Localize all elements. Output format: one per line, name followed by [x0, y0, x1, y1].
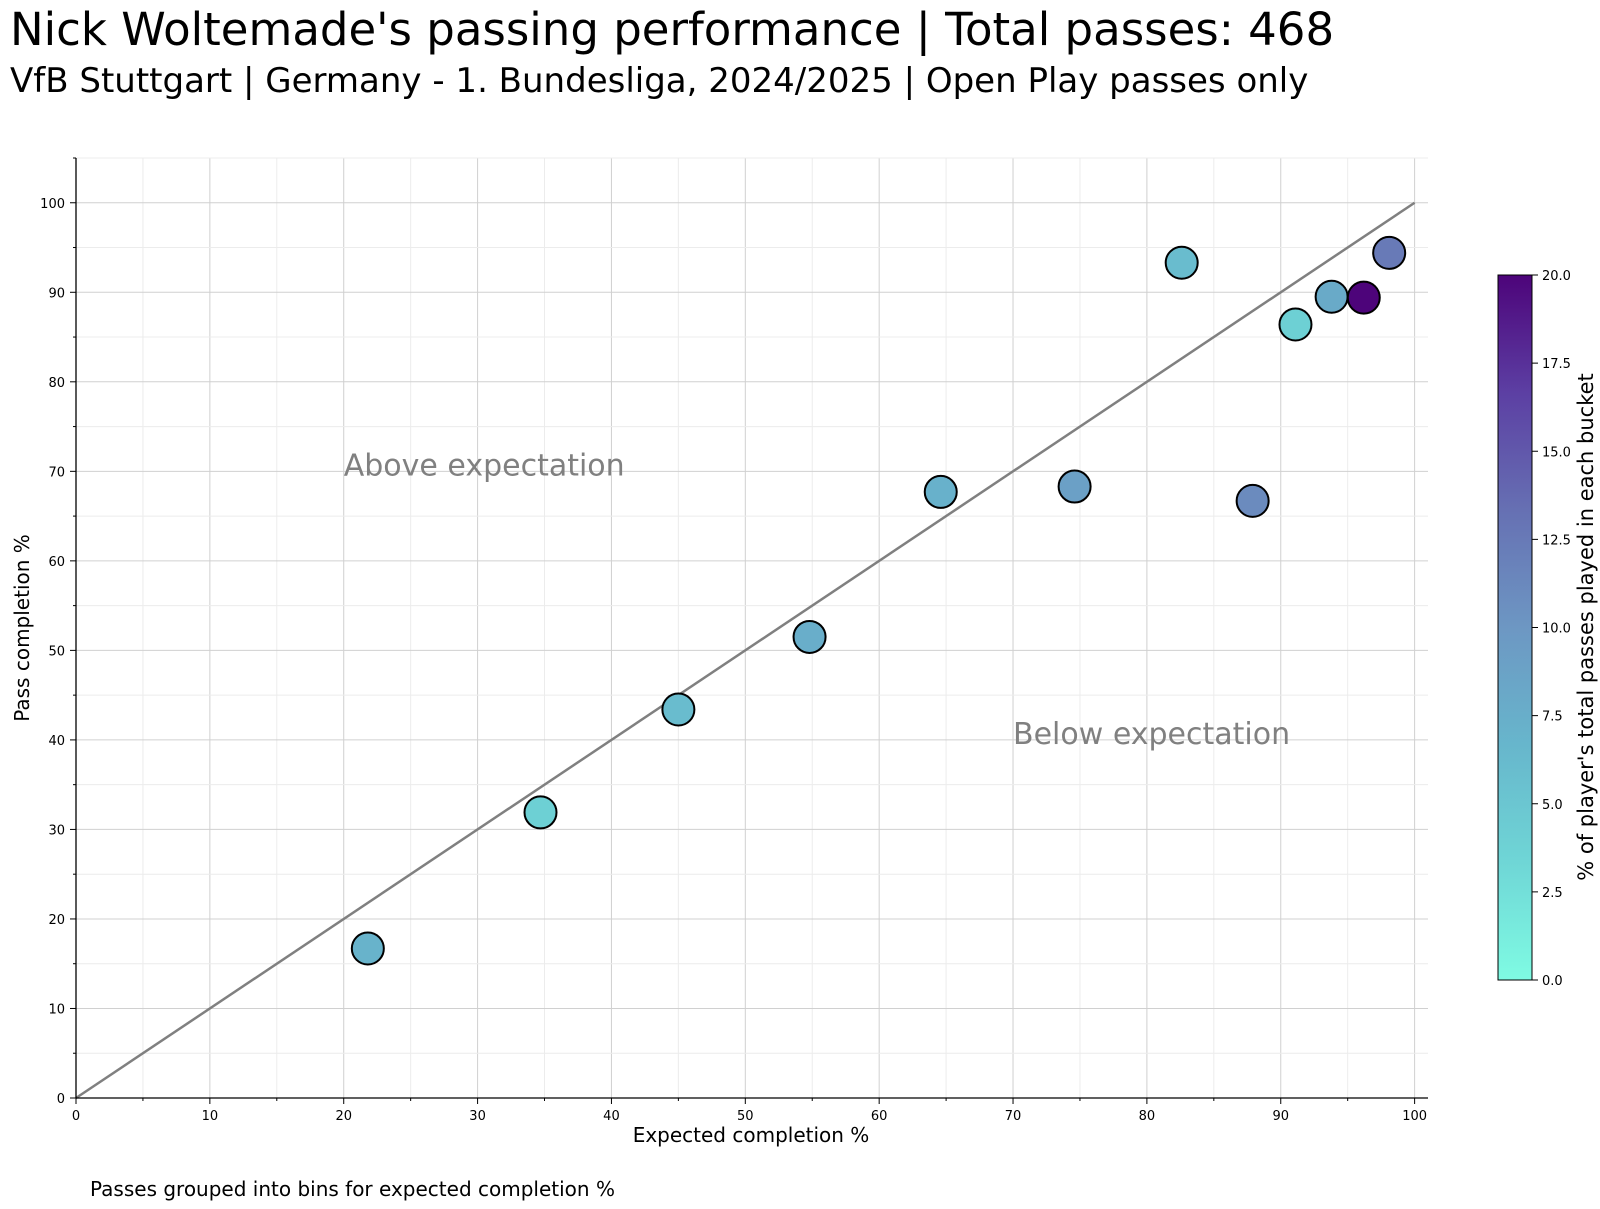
chart-title: Nick Woltemade's passing performance | T…	[10, 3, 1335, 56]
y-tick-label: 30	[48, 823, 65, 838]
y-tick-label: 10	[48, 1002, 65, 1017]
data-point	[1164, 245, 1199, 280]
x-tick-label: 0	[72, 1109, 80, 1124]
data-point	[523, 795, 558, 830]
x-tick-label: 40	[603, 1109, 620, 1124]
chart-footnote: Passes grouped into bins for expected co…	[90, 1177, 615, 1201]
data-point	[792, 619, 827, 654]
x-tick-label: 90	[1272, 1109, 1289, 1124]
axes: 0 10 20 30 40 50 60 70 80 90 100 0 10 20 30 40 50 60 70 80 9…	[40, 157, 1428, 1124]
annotation-label: Below expectation	[1013, 717, 1290, 752]
y-tick-label: 40	[48, 734, 65, 749]
data-point	[1057, 469, 1092, 504]
x-tick-label: 30	[469, 1109, 486, 1124]
x-tick-label: 100	[1402, 1109, 1427, 1124]
colorbar-tick-label: 17.5	[1542, 357, 1571, 372]
expectation-reference-line	[75, 201, 1416, 1100]
y-tick-label: 90	[48, 286, 65, 301]
x-axis-label: Expected completion %	[633, 1123, 870, 1147]
colorbar-label: % of player's total passes played in eac…	[1574, 373, 1598, 881]
colorbar-gradient	[1497, 274, 1533, 981]
x-tick-label: 10	[202, 1109, 219, 1124]
data-point	[661, 692, 696, 727]
data-point	[1346, 280, 1381, 315]
x-tick-label: 20	[335, 1109, 352, 1124]
colorbar-tick-label: 10.0	[1542, 622, 1571, 637]
x-tick-label: 50	[737, 1109, 754, 1124]
y-tick-label: 0	[57, 1092, 65, 1107]
grid	[75, 157, 1428, 1099]
colorbar: 0.0 2.5 5.0 7.5 10.0 12.5 15.0 17.5 20.0 % of pl…	[1497, 269, 1598, 989]
data-point	[923, 474, 958, 509]
data-point	[1372, 235, 1407, 270]
colorbar-tick-label: 15.0	[1542, 445, 1571, 460]
y-tick-label: 80	[48, 376, 65, 391]
data-point	[1235, 483, 1270, 518]
y-tick-label: 50	[48, 644, 65, 659]
annotation-label: Above expectation	[344, 448, 625, 483]
x-tick-label: 80	[1139, 1109, 1156, 1124]
colorbar-tick-label: 5.0	[1542, 798, 1563, 813]
data-point	[1314, 279, 1349, 314]
x-tick-label: 60	[871, 1109, 888, 1124]
colorbar-tick-label: 20.0	[1542, 269, 1571, 284]
y-axis-label: Pass completion %	[10, 534, 34, 722]
annotations: Above expectation Below expectation	[344, 448, 1290, 752]
y-tick-label: 60	[48, 555, 65, 570]
data-points	[350, 235, 1407, 966]
colorbar-tick-label: 12.5	[1542, 533, 1571, 548]
colorbar-tick-label: 0.0	[1542, 974, 1563, 989]
colorbar-ticks: 0.0 2.5 5.0 7.5 10.0 12.5 15.0 17.5 20.0	[1532, 269, 1571, 989]
colorbar-tick-label: 2.5	[1542, 886, 1563, 901]
chart-subtitle: VfB Stuttgart | Germany - 1. Bundesliga,…	[10, 61, 1309, 101]
data-point	[1278, 307, 1313, 342]
data-point	[350, 931, 385, 966]
y-tick-label: 100	[40, 197, 65, 212]
y-tick-label: 70	[48, 465, 65, 480]
y-tick-label: 20	[48, 913, 65, 928]
x-tick-label: 70	[1005, 1109, 1022, 1124]
colorbar-tick-label: 7.5	[1542, 710, 1563, 725]
